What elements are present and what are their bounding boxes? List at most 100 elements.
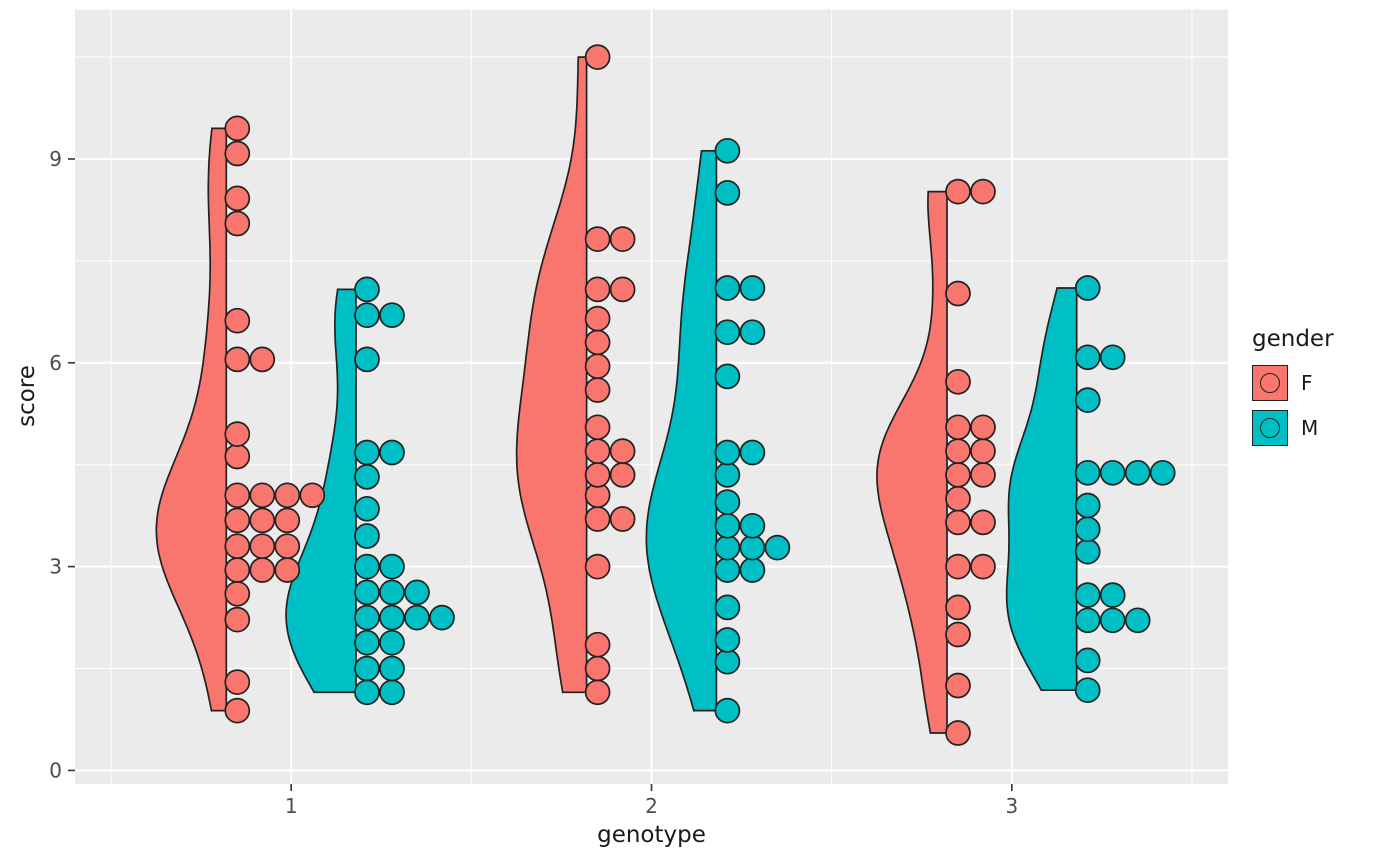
data-point xyxy=(379,679,405,706)
data-point xyxy=(1124,607,1151,634)
data-point xyxy=(429,604,455,631)
data-point xyxy=(714,534,741,561)
data-point xyxy=(945,553,971,580)
data-point xyxy=(274,482,301,509)
data-point xyxy=(714,512,741,539)
y-tick-label: 6 xyxy=(49,351,62,375)
data-point xyxy=(945,280,971,307)
legend-point-icon xyxy=(1260,418,1280,438)
legend-key-m xyxy=(1252,410,1288,446)
data-point xyxy=(354,439,380,466)
data-point xyxy=(1074,677,1101,704)
data-point xyxy=(1074,275,1101,301)
data-point xyxy=(945,438,971,464)
data-point xyxy=(609,276,636,303)
data-point xyxy=(224,421,251,447)
y-tick-label: 3 xyxy=(49,555,62,579)
data-point xyxy=(354,629,380,656)
data-point xyxy=(354,495,380,522)
violin-M-3 xyxy=(1005,287,1078,692)
data-point xyxy=(714,363,741,390)
data-point xyxy=(739,275,766,301)
data-point xyxy=(224,697,251,724)
data-point xyxy=(1074,607,1101,634)
data-point xyxy=(354,655,380,682)
data-point xyxy=(224,533,251,560)
data-point xyxy=(1074,492,1101,519)
data-point xyxy=(354,604,380,631)
violin-F-1 xyxy=(155,127,228,712)
data-point xyxy=(584,655,611,682)
data-point xyxy=(714,697,741,724)
data-point xyxy=(379,553,405,580)
data-point xyxy=(249,346,276,373)
data-point xyxy=(224,307,251,334)
data-point xyxy=(714,275,741,301)
violin-F-2 xyxy=(515,56,588,694)
data-point xyxy=(739,512,766,539)
data-point xyxy=(714,180,741,206)
data-point xyxy=(584,631,611,658)
data-point xyxy=(584,44,611,70)
data-point xyxy=(1074,387,1101,413)
data-point xyxy=(354,553,380,580)
data-point xyxy=(379,604,405,631)
data-point xyxy=(224,140,251,167)
data-point xyxy=(249,482,276,509)
data-point xyxy=(299,482,326,509)
data-point xyxy=(714,627,741,653)
data-point xyxy=(224,482,251,509)
data-point xyxy=(970,414,996,441)
data-point xyxy=(970,462,996,488)
data-point xyxy=(1074,647,1101,674)
data-point xyxy=(714,319,741,346)
data-point xyxy=(714,594,741,621)
data-point xyxy=(739,439,766,466)
data-point xyxy=(274,533,301,560)
data-point xyxy=(1099,344,1126,371)
data-point xyxy=(584,679,611,706)
data-point xyxy=(224,557,251,583)
data-point xyxy=(354,276,380,303)
data-point xyxy=(379,579,405,606)
data-point xyxy=(739,319,766,346)
data-point xyxy=(584,226,611,252)
data-point xyxy=(584,438,611,464)
legend-entry-m: M xyxy=(1252,410,1334,446)
data-point xyxy=(739,534,766,561)
data-point xyxy=(945,594,971,621)
data-point xyxy=(354,302,380,329)
data-point xyxy=(1149,459,1176,486)
data-point xyxy=(354,464,380,490)
data-point xyxy=(404,604,430,631)
data-point xyxy=(764,534,791,561)
data-point xyxy=(1074,459,1101,486)
data-point xyxy=(274,507,301,534)
data-point xyxy=(379,629,405,656)
data-point xyxy=(584,414,611,441)
data-point xyxy=(249,557,276,583)
data-point xyxy=(224,346,251,373)
data-point xyxy=(609,226,636,252)
data-point xyxy=(224,606,251,633)
legend-label-m: M xyxy=(1301,416,1319,440)
data-point xyxy=(224,210,251,237)
data-point xyxy=(354,523,380,549)
data-point xyxy=(354,579,380,606)
data-point xyxy=(379,439,405,466)
data-point xyxy=(714,439,741,466)
data-point xyxy=(970,509,996,536)
x-tick-label: 1 xyxy=(285,794,298,818)
data-point xyxy=(609,506,636,532)
legend: gender F M xyxy=(1252,326,1334,455)
data-point xyxy=(714,462,741,488)
data-point xyxy=(584,329,611,356)
data-point xyxy=(249,533,276,560)
data-point xyxy=(714,489,741,515)
data-point xyxy=(379,302,405,329)
data-point xyxy=(970,438,996,464)
data-point xyxy=(945,368,971,395)
data-point xyxy=(1074,538,1101,565)
